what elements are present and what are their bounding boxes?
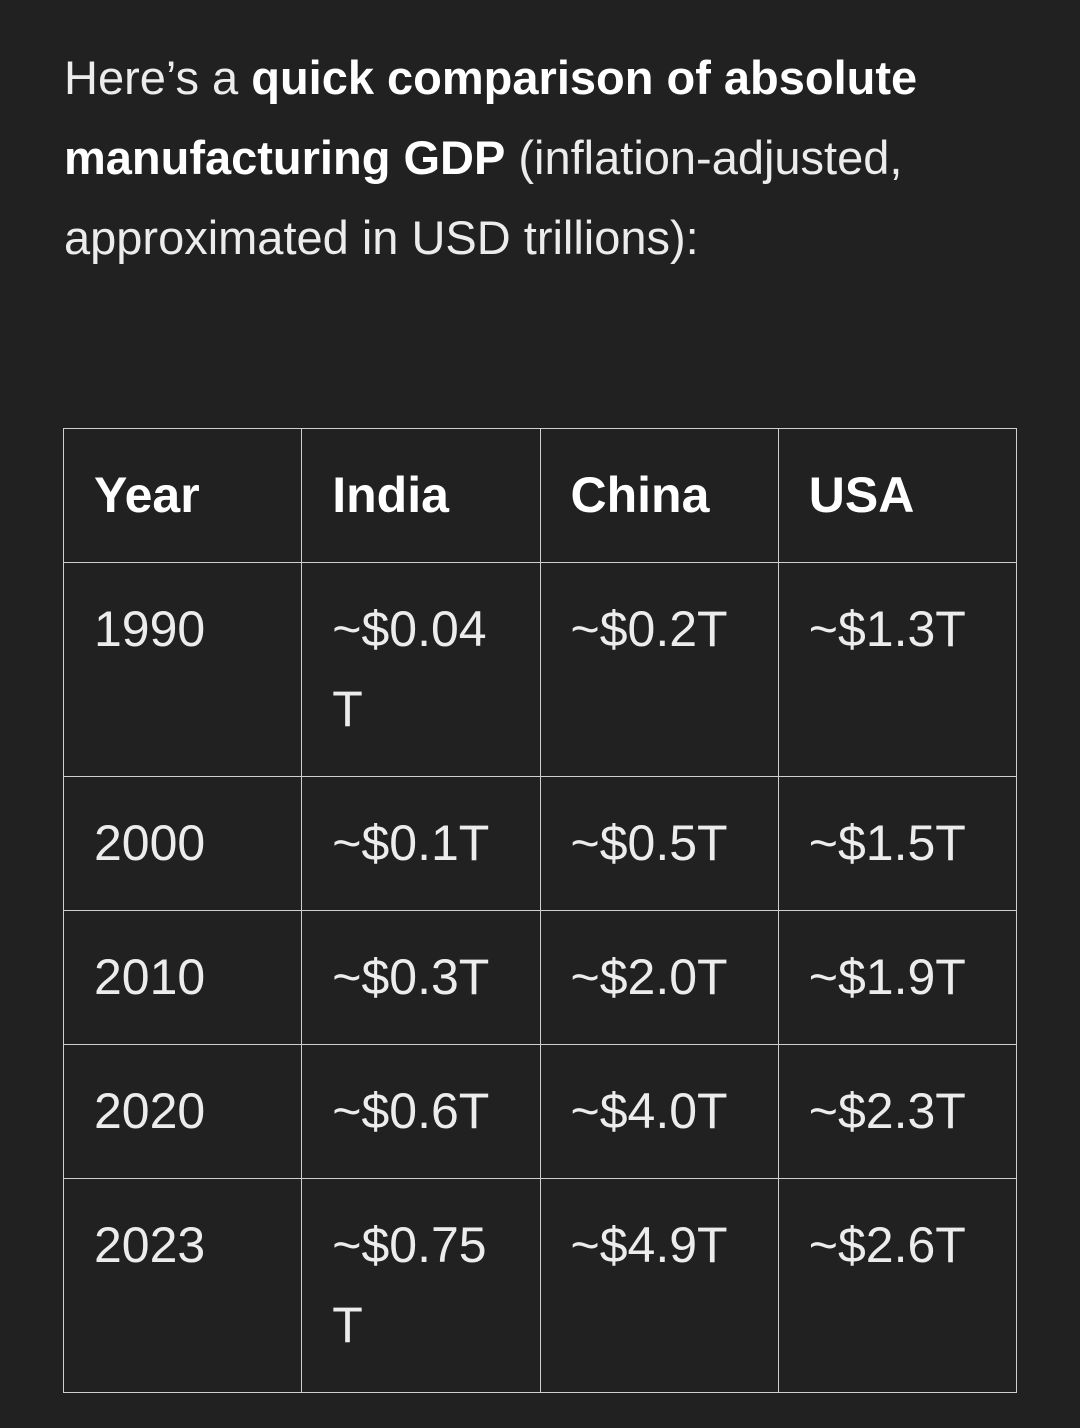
header-cell: China — [539, 428, 779, 563]
intro-text: Here’s a quick comparison of absolute ma… — [64, 38, 1024, 278]
table-cell: 2010 — [62, 910, 303, 1045]
table-cell: ~$0.6T — [301, 1044, 541, 1179]
table-cell: ~$0.04T — [301, 562, 541, 777]
header-row: Year India China USA — [62, 428, 1018, 563]
table-cell: ~$0.3T — [301, 910, 541, 1045]
intro-after: (inflation-adjusted, approximated in USD… — [64, 131, 903, 264]
table-cell: ~$1.3T — [777, 562, 1018, 777]
header-cell: Year — [62, 428, 303, 563]
table-cell: 1990 — [62, 562, 303, 777]
table-cell: ~$1.5T — [777, 776, 1018, 911]
table-cell: ~$4.0T — [539, 1044, 779, 1179]
gdp-table: Year India China USA 1990 ~$0.04T ~$0.2T ~$1.3T… — [62, 428, 1018, 1393]
header-cell: USA — [777, 428, 1018, 563]
table-row: 2020 ~$0.6T ~$4.0T ~$2.3T — [62, 1044, 1018, 1179]
intro-bold: quick comparison of absolute manufacturi… — [64, 51, 918, 184]
table-row: 1990 ~$0.04T ~$0.2T ~$1.3T — [62, 562, 1018, 777]
table-cell: ~$0.1T — [301, 776, 541, 911]
table-cell: ~$2.6T — [777, 1178, 1018, 1393]
table-cell: 2020 — [62, 1044, 303, 1179]
table-cell: ~$0.2T — [539, 562, 779, 777]
table-cell: ~$0.75T — [301, 1178, 541, 1393]
table-row: 2023 ~$0.75T ~$4.9T ~$2.6T — [62, 1178, 1018, 1393]
table-cell: ~$1.9T — [777, 910, 1018, 1045]
table-cell: 2000 — [62, 776, 303, 911]
header-cell: India — [301, 428, 541, 563]
table-cell: ~$2.0T — [539, 910, 779, 1045]
table-row: 2000 ~$0.1T ~$0.5T ~$1.5T — [62, 776, 1018, 911]
table-cell: ~$4.9T — [539, 1178, 779, 1393]
table-cell: ~$0.5T — [539, 776, 779, 911]
table-row: 2010 ~$0.3T ~$2.0T ~$1.9T — [62, 910, 1018, 1045]
table-cell: ~$2.3T — [777, 1044, 1018, 1179]
table-cell: 2023 — [62, 1178, 303, 1393]
intro-before: Here’s a — [64, 51, 252, 104]
